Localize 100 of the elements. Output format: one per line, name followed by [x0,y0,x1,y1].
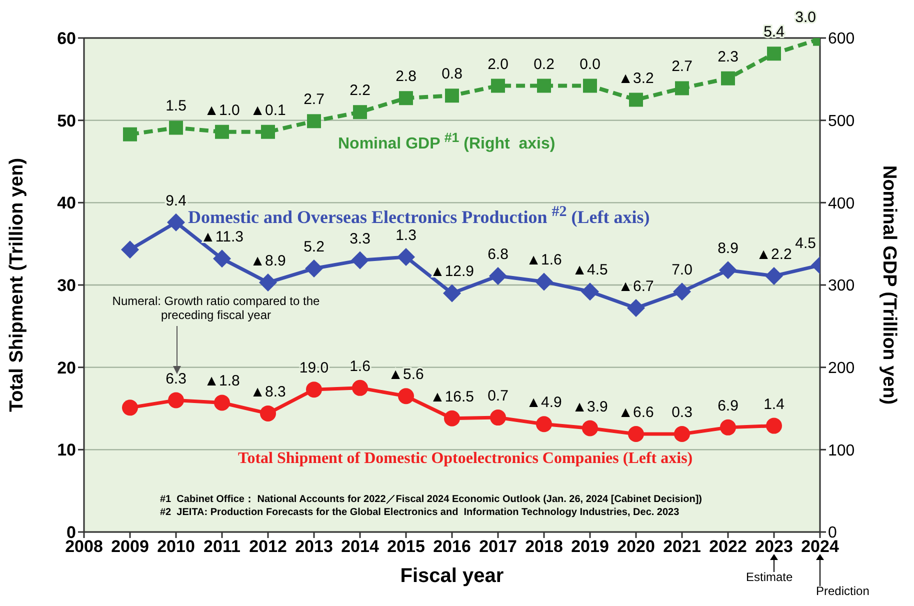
point [260,405,276,422]
annotation: 6.8 [488,246,508,263]
y-tick-label: 60 [57,29,76,48]
annotation: ▲0.1 [250,102,286,119]
x-tick-label: 2015 [387,537,425,556]
point [537,78,551,93]
y-axis-title: Total Shipment (Trillion yen) [6,158,28,412]
x-tick-label: 2008 [65,537,103,556]
point [214,394,230,411]
annotation: ▲8.3 [250,383,286,400]
point [167,213,185,232]
point [490,410,506,426]
x-tick-label: 2016 [433,537,471,556]
point [767,46,781,61]
series-label: Domestic and Overseas Electronics Production $^{#2}$ (Left axis) [188,204,650,228]
point [674,426,690,442]
point [720,419,736,436]
point [259,274,277,292]
point [305,260,323,278]
y-tick-label: 10 [57,440,76,460]
annotation: ▲8.9 [250,252,286,270]
point [123,127,137,142]
annotation: 0.3 [672,404,692,422]
annotation: 2.8 [396,68,416,86]
y-tick-label: 40 [57,194,76,213]
point [489,266,507,285]
point [673,282,691,301]
annotation: ▲5.6 [388,366,424,384]
x-tick-label: 2009 [111,537,149,556]
annotation: 1.3 [396,227,416,244]
annotation: 5.4 [764,24,784,41]
annotation: 8.9 [718,240,738,258]
y2-axis-title: Nominal GDP (Trillion yen) [878,165,900,405]
point [581,282,599,301]
point [213,250,231,268]
point [491,78,505,93]
point [629,92,643,107]
annotation: ▲3.9 [572,398,608,416]
annotation: 5.2 [304,238,324,256]
point [582,420,598,436]
point [261,124,275,139]
point [583,78,597,93]
point [306,382,322,398]
x-tick-label: 2023 [755,537,793,556]
annotation: 0.8 [442,66,462,83]
annotation: 6.9 [718,397,738,414]
x-tick-label: 2012 [249,537,287,556]
point [627,299,645,318]
annotation: ▲12.9 [430,263,474,280]
annotation: ▲1.8 [204,372,240,390]
x-tick-label: 2022 [709,537,747,556]
point [721,71,735,86]
annotation: 1.5 [166,98,186,115]
annotation: 2.3 [718,48,738,66]
y2-tick-label: 100 [828,442,855,460]
point [444,410,460,426]
x-tick-label: 2024 [801,537,840,556]
point [397,248,415,266]
x-tick-label: 2011 [204,537,240,556]
annotation: ▲11.3 [200,228,244,246]
annotation: 0.2 [534,56,554,73]
point [351,251,369,270]
point [122,400,138,416]
annotation: ▲1.0 [204,102,240,119]
point [121,240,139,259]
point [399,91,413,106]
annotation: 9.4 [166,192,186,210]
y-tick-label: 30 [57,276,76,296]
x-tick-label: 2017 [479,537,517,556]
y2-tick-label: 300 [828,278,855,295]
x-tick-label: 2019 [571,537,609,556]
point [765,266,783,285]
point [766,418,782,434]
annotation: 2.0 [488,56,508,73]
x-tick-label: 2013 [295,537,333,556]
point [215,124,229,139]
x-axis-title: Fiscal year [400,565,504,587]
x-tick-label: 2018 [525,537,563,556]
y-tick-label: 50 [57,111,76,130]
annotation: 19.0 [299,360,329,377]
annotation: 1.6 [350,358,370,375]
annotation: 4.5 [795,235,816,252]
annotation: ▲2.2 [756,246,792,263]
y2-tick-label: 400 [828,195,855,212]
annotation: ▲6.7 [618,278,654,296]
annotation: Numeral: Growth ratio compared to the preceding fiscal year [111,294,321,322]
annotation: ▲6.6 [618,404,654,422]
text: Estimate [746,570,793,584]
annotation: ▲4.9 [526,394,562,412]
x-tick-label: 2021 [663,537,701,556]
x-tick-label: 2014 [341,537,380,556]
annotation: 2.7 [672,58,692,76]
annotation: 7.0 [672,262,692,279]
annotation: 3.3 [350,230,370,248]
point [168,392,184,408]
point [445,88,459,103]
point [398,388,414,404]
annotation: 6.3 [166,370,186,388]
annotation: 1.4 [764,396,784,413]
annotation: #2 JEITA: Production Forecasts for the Global Electronics and Information Technology Industries, Dec. 2023 [160,507,680,518]
